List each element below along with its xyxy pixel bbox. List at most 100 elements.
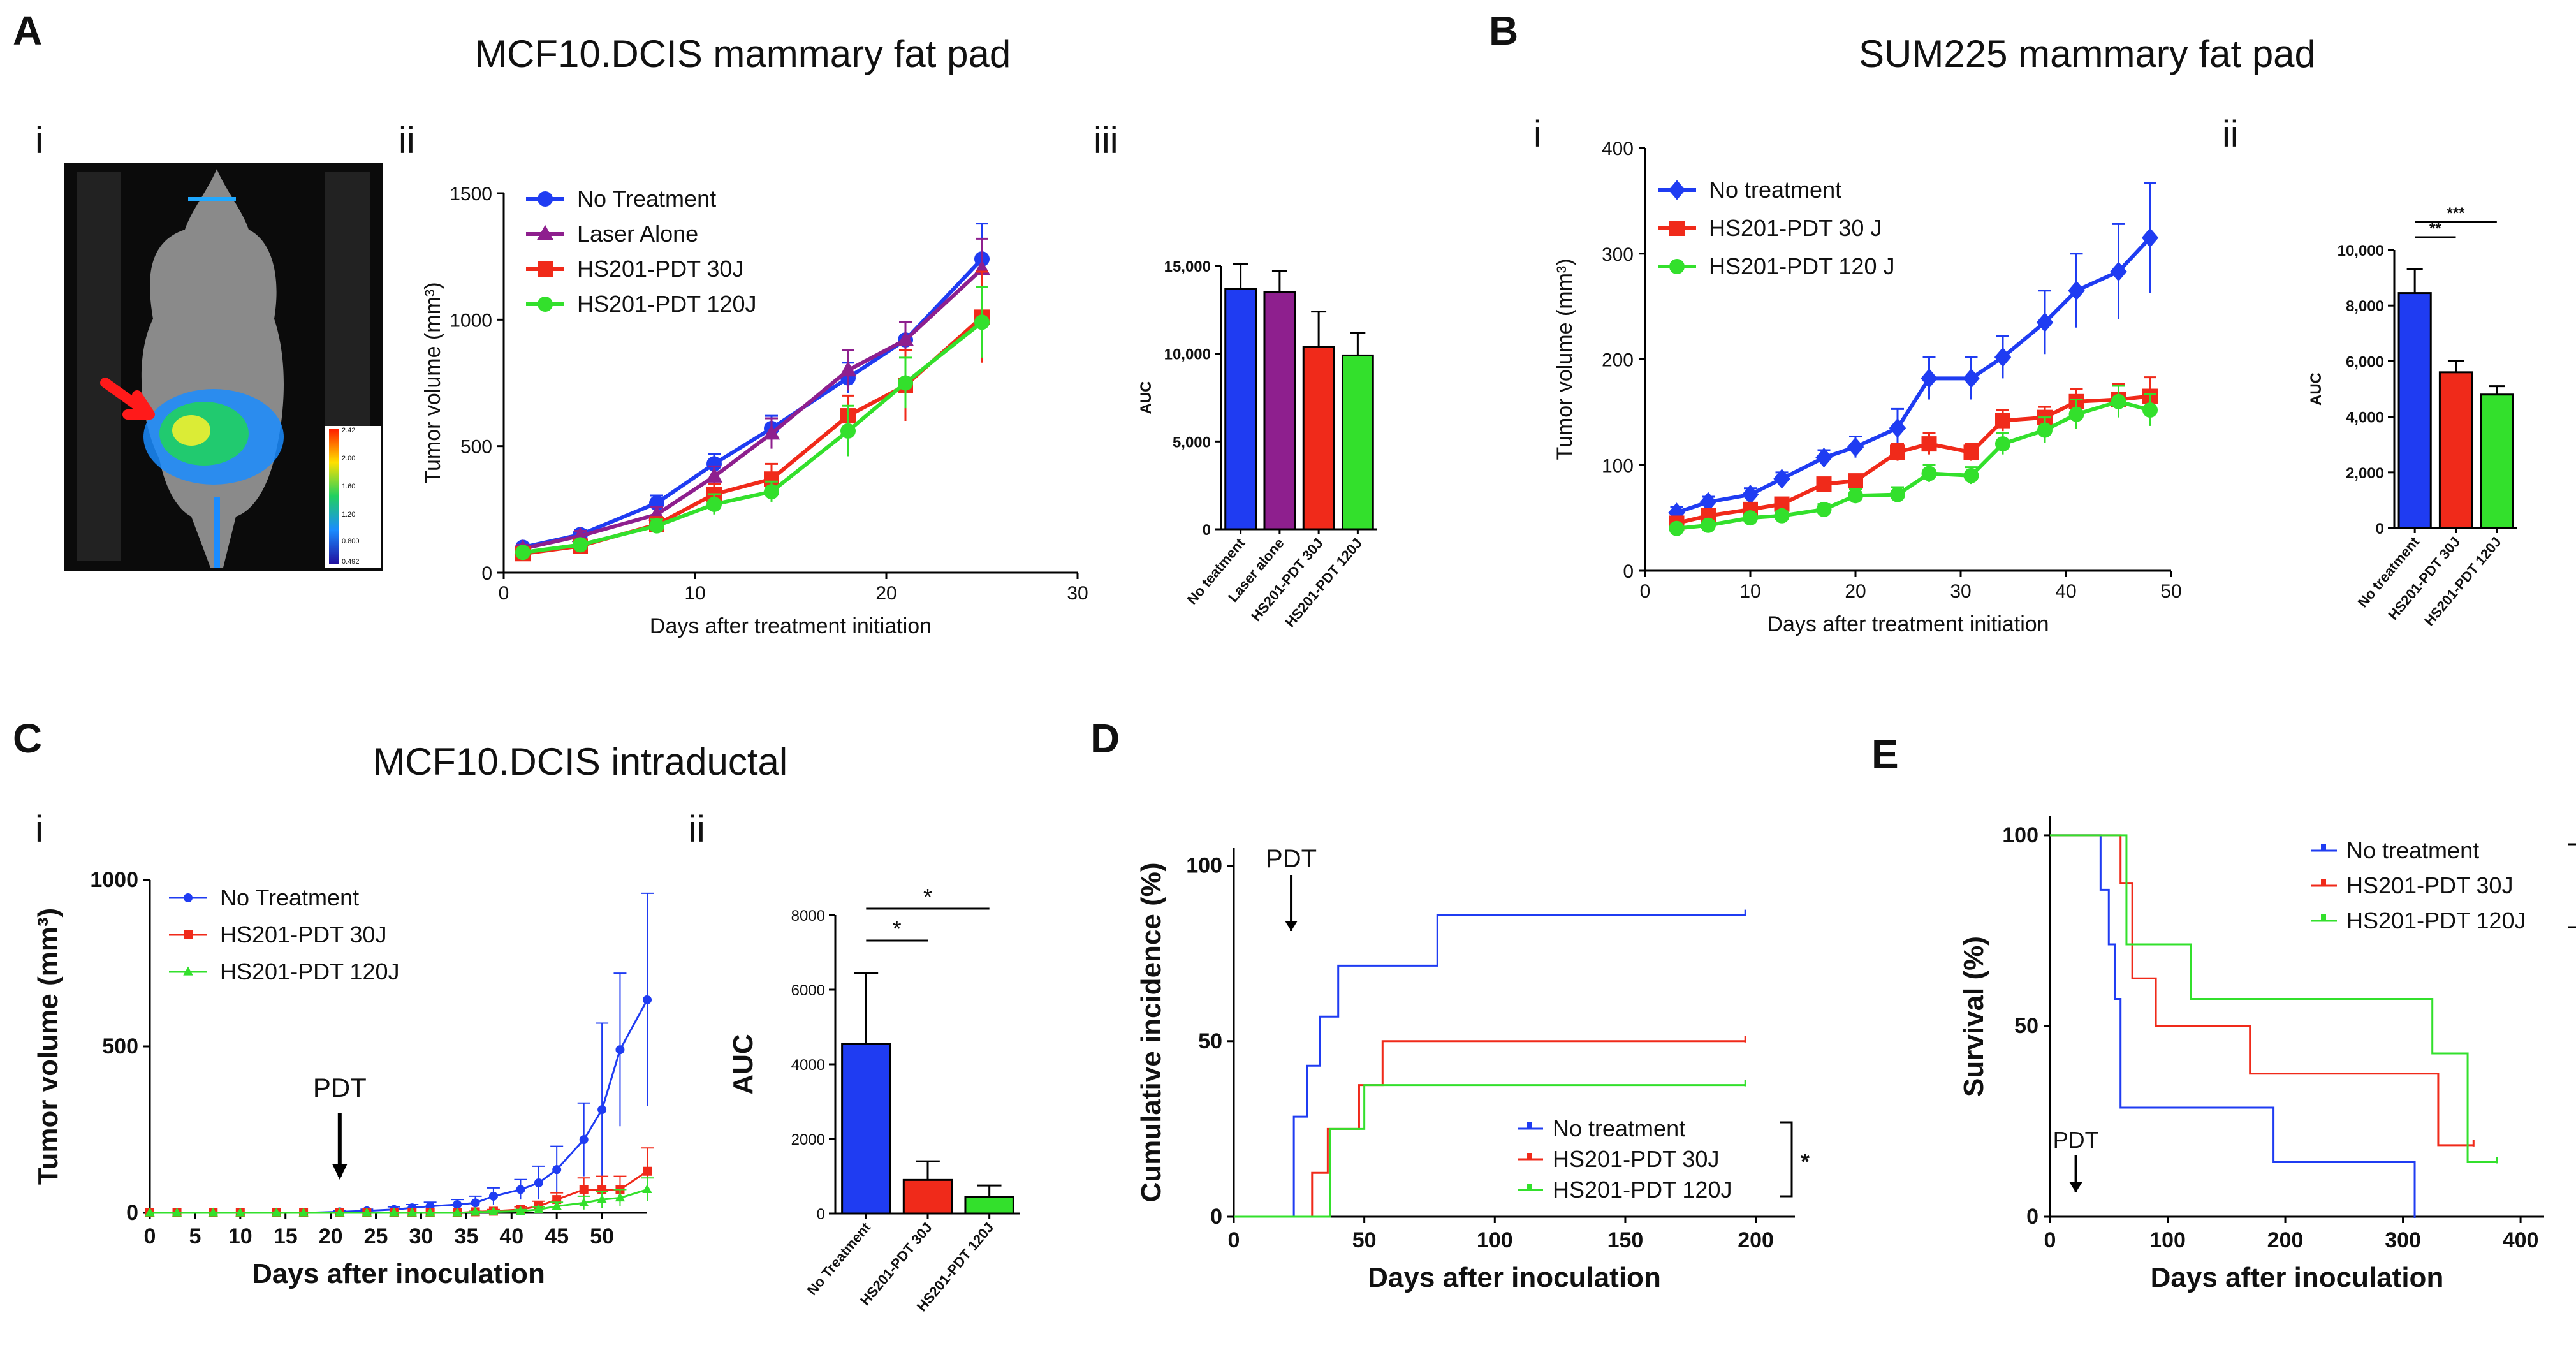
red-arrow-icon	[100, 378, 155, 420]
data-point	[1773, 469, 1790, 489]
subpanel-a-i: i	[35, 120, 43, 161]
series-line	[522, 320, 983, 555]
significance-bracket	[2568, 843, 2576, 928]
data-point	[208, 1207, 218, 1217]
y-tick-label: 10,000	[2338, 242, 2384, 260]
y-tick-label: 400	[1602, 138, 1634, 159]
category-label: HS201-PDT 30J	[1248, 535, 1326, 624]
y-tick-label: 300	[1602, 244, 1634, 265]
data-point	[1963, 467, 1979, 483]
data-point	[1921, 368, 1938, 388]
subpanel-a-ii: ii	[399, 120, 415, 161]
data-point	[706, 496, 722, 512]
bar	[902, 1178, 953, 1215]
y-tick-label: 8,000	[2346, 298, 2384, 315]
data-point	[488, 1191, 498, 1201]
legend-label: HS201-PDT 30 J	[1709, 215, 1882, 241]
data-point	[452, 1207, 462, 1217]
data-point	[571, 527, 589, 543]
scale-label: 2.00	[342, 455, 355, 462]
data-point	[2037, 422, 2053, 438]
data-point	[536, 224, 554, 240]
y-tick-label: 50	[1198, 1029, 1222, 1053]
y-axis-label: AUC	[1138, 381, 1155, 414]
legend-marker	[1527, 1153, 1532, 1159]
series-hs201-pdt-120j	[515, 286, 990, 561]
data-point	[1669, 259, 1685, 274]
bar	[1224, 288, 1257, 531]
x-tick-label: 5	[189, 1224, 201, 1249]
data-point	[1890, 444, 1905, 460]
bar	[964, 1196, 1014, 1215]
legend-label: HS201-PDT 120 J	[1709, 253, 1894, 279]
series-step-line	[2050, 834, 2416, 1217]
data-point	[1921, 436, 1937, 452]
data-point	[615, 1192, 626, 1202]
y-tick-label: 5,000	[1173, 434, 1211, 451]
data-point	[597, 1194, 607, 1203]
data-point	[1669, 221, 1685, 236]
x-tick-label: 10	[1739, 581, 1760, 602]
y-tick-label: 100	[2002, 823, 2038, 847]
data-point	[534, 1178, 543, 1188]
y-tick-label: 0	[1210, 1205, 1222, 1229]
x-tick-label: 0	[1640, 581, 1651, 602]
y-tick-label: 500	[460, 437, 492, 458]
legend-label: No treatment	[1709, 177, 1841, 203]
y-tick-label: 0	[2376, 520, 2384, 538]
data-point	[2068, 406, 2084, 422]
subpanel-c-ii: ii	[689, 809, 705, 850]
x-tick-label: 50	[590, 1224, 614, 1249]
data-point	[896, 330, 914, 346]
data-point	[579, 1197, 589, 1206]
pdt-annotation: PDT	[1266, 845, 1317, 873]
data-point	[597, 1105, 607, 1115]
x-tick-label: 30	[1067, 583, 1088, 604]
x-tick-label: 400	[2503, 1228, 2539, 1252]
data-point	[573, 537, 588, 553]
data-point	[538, 297, 553, 312]
series-line	[522, 316, 983, 556]
panel-label-b: B	[1489, 8, 1518, 54]
data-point	[1816, 501, 1832, 517]
legend-label: HS201-PDT 120J	[220, 958, 399, 985]
scale-label: 0.492	[342, 558, 360, 566]
y-tick-label: 1000	[90, 868, 138, 892]
series-hs201-pdt-120-j	[1669, 385, 2158, 536]
y-tick-label: 100	[1186, 854, 1222, 878]
scale-label: 0.800	[342, 538, 360, 545]
mouse-bioluminescence-image: 2.42 2.00 1.60 1.20 0.800 0.492	[64, 163, 383, 571]
y-axis-label: Tumor volume (mm³)	[421, 282, 445, 483]
data-point	[1669, 520, 1685, 536]
data-point	[705, 467, 723, 483]
data-point	[1963, 444, 1979, 460]
legend-label: No Treatment	[577, 186, 716, 212]
x-tick-label: 30	[409, 1224, 434, 1249]
y-axis-label: AUC	[728, 1034, 759, 1094]
data-point	[643, 1166, 652, 1176]
data-point	[298, 1207, 309, 1217]
data-point	[183, 966, 193, 976]
subpanel-c-i: i	[35, 809, 43, 850]
data-point	[538, 261, 553, 277]
y-axis-label: AUC	[2308, 372, 2325, 406]
x-tick-label: 150	[1607, 1228, 1644, 1252]
legend-label: HS201-PDT 30J	[1553, 1146, 1719, 1172]
data-point	[362, 1207, 372, 1217]
data-point	[1699, 492, 1717, 512]
data-point	[335, 1207, 345, 1217]
series-step-line	[1234, 1084, 1746, 1218]
x-tick-label: 15	[274, 1224, 298, 1249]
series-no-treatment	[1668, 182, 2159, 523]
x-tick-label: 100	[2149, 1228, 2186, 1252]
y-tick-label: 10,000	[1164, 346, 1211, 363]
y-tick-label: 2000	[791, 1131, 825, 1148]
data-point	[538, 191, 553, 207]
data-point	[764, 484, 779, 500]
x-tick-label: 20	[319, 1224, 343, 1249]
y-tick-label: 6,000	[2346, 353, 2384, 370]
y-tick-label: 15,000	[1164, 258, 1211, 275]
y-tick-label: 0	[1203, 522, 1211, 539]
data-point	[1668, 180, 1686, 200]
